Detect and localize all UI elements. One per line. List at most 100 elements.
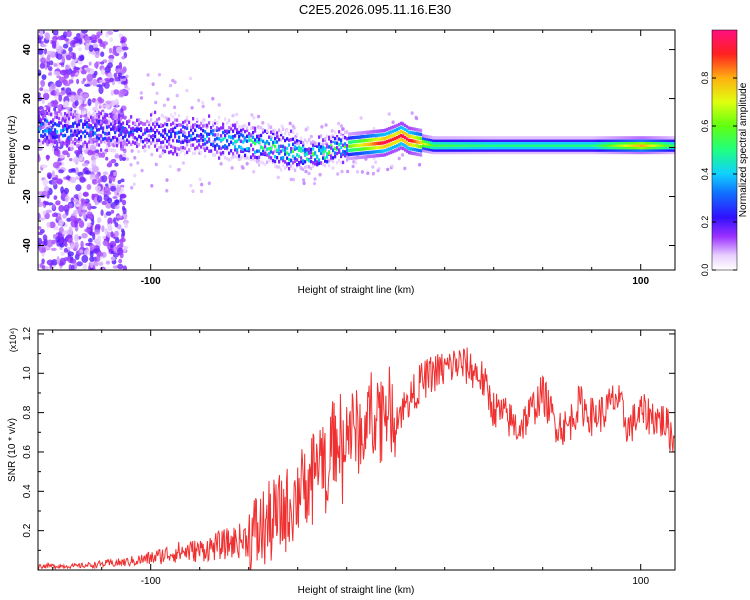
heatmap-cell [638, 150, 641, 155]
heatmap-cell [124, 145, 127, 149]
heatmap-cell [104, 120, 107, 124]
heatmap-cell [556, 146, 559, 150]
heatmap-cell [120, 178, 125, 183]
heatmap-cell [504, 150, 507, 155]
heatmap-cell [462, 136, 465, 140]
heatmap-cell [342, 143, 345, 147]
heatmap-cell [656, 150, 659, 155]
heatmap-cell [578, 148, 581, 152]
heatmap-cell [324, 159, 327, 163]
heatmap-cell [442, 143, 445, 147]
heatmap-cell [178, 135, 181, 139]
heatmap-cell [186, 126, 189, 130]
heatmap-cell [182, 120, 185, 125]
heatmap-cell [230, 123, 233, 128]
heatmap-cell [65, 107, 72, 111]
heatmap-cell [636, 150, 639, 155]
heatmap-cell [410, 151, 413, 155]
heatmap-cell [57, 36, 65, 41]
heatmap-cell [264, 145, 267, 149]
heatmap-cell [470, 148, 473, 152]
heatmap-cell [404, 140, 407, 144]
heatmap-cell [578, 141, 581, 145]
heatmap-cell [62, 124, 65, 129]
heatmap-cell [130, 186, 134, 190]
heatmap-cell [210, 130, 213, 134]
heatmap-cell [596, 143, 599, 147]
heatmap-cell [81, 162, 89, 167]
heatmap-cell [196, 124, 199, 128]
heatmap-cell [430, 150, 433, 154]
heatmap-cell [432, 143, 435, 147]
heatmap-cell [534, 143, 537, 147]
heatmap-cell [144, 138, 147, 142]
heatmap-cell [602, 148, 605, 152]
heatmap-cell [530, 143, 533, 147]
heatmap-cell [570, 136, 573, 140]
heatmap-cell [196, 133, 199, 138]
heatmap-cell [212, 123, 215, 128]
heatmap-cell [136, 137, 139, 141]
heatmap-cell [70, 243, 75, 250]
heatmap-cell [214, 121, 217, 125]
heatmap-cell [63, 72, 69, 79]
heatmap-cell [658, 138, 661, 142]
heatmap-cell [216, 136, 219, 141]
heatmap-cell [272, 159, 275, 163]
heatmap-cell [196, 145, 199, 149]
heatmap-cell [602, 138, 605, 142]
heatmap-cell [190, 143, 193, 147]
heatmap-xtick-label: 100 [632, 276, 649, 287]
heatmap-cell [242, 149, 245, 154]
heatmap-cell [394, 132, 397, 137]
heatmap-cell [324, 164, 327, 168]
heatmap-cell [192, 125, 195, 130]
heatmap-cell [562, 146, 565, 150]
heatmap-cell [266, 129, 269, 133]
heatmap-cell [622, 148, 625, 152]
heatmap-cell [430, 143, 433, 147]
heatmap-cell [82, 192, 89, 197]
heatmap-cell [506, 141, 509, 145]
heatmap-cell [440, 143, 443, 147]
heatmap-cell [106, 138, 109, 142]
heatmap-cell [302, 141, 305, 145]
heatmap-cell [358, 131, 361, 135]
heatmap-cell [276, 131, 279, 135]
heatmap-cell [45, 209, 52, 213]
heatmap-cell [552, 148, 555, 152]
heatmap-cell [104, 131, 107, 136]
heatmap-cell [526, 143, 529, 147]
heatmap-cell [526, 136, 529, 140]
snr-scale-label: (x10⁴) [8, 328, 18, 352]
heatmap-cell [600, 136, 603, 140]
heatmap-cell [432, 148, 435, 152]
heatmap-cell [172, 121, 175, 125]
heatmap-cell [588, 148, 591, 152]
heatmap-cell [230, 166, 234, 170]
heatmap-cell [510, 141, 513, 145]
heatmap-cell [340, 169, 344, 174]
snr-background [38, 330, 675, 570]
heatmap-cell [110, 127, 113, 131]
heatmap-cell [642, 146, 645, 150]
heatmap-cell [424, 136, 427, 141]
heatmap-cell [194, 147, 197, 151]
heatmap-cell [88, 140, 91, 144]
heatmap-cell [133, 156, 137, 160]
heatmap-cell [146, 73, 150, 77]
heatmap-cell [414, 115, 418, 120]
heatmap-cell [596, 136, 599, 140]
heatmap-cell [516, 148, 519, 152]
heatmap-cell [470, 138, 473, 142]
heatmap-cell [147, 133, 151, 138]
heatmap-cell [182, 133, 185, 137]
heatmap-cell [322, 162, 325, 167]
heatmap-cell [528, 150, 531, 155]
heatmap-cell [160, 133, 163, 137]
heatmap-cell [392, 149, 395, 154]
heatmap-cell [120, 122, 123, 127]
heatmap-cell [492, 143, 495, 147]
heatmap-cell [552, 138, 555, 142]
heatmap-cell [44, 266, 49, 270]
